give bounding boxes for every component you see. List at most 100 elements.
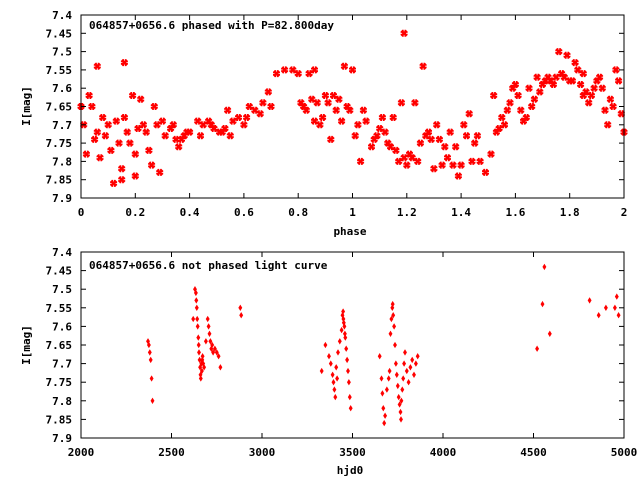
unphased-data-point [194,297,199,304]
unphased-data-point [195,316,200,322]
unphased-data-point [381,405,386,412]
unphased-data-point [328,360,333,367]
phased-y-axis-label: I[mag] [20,86,33,126]
unphased-x-axis-label: hjd0 [337,464,364,477]
phased-data-point [318,113,327,122]
phased-data-point [334,94,344,104]
phased-y-tick-label: 7.4 [52,9,72,22]
phased-y-tick-label: 7.75 [46,137,73,150]
phased-data-point [82,149,91,159]
phased-data-point [122,127,132,137]
unphased-data-point [319,368,324,374]
unphased-data-point [323,342,328,348]
unphased-data-point [604,304,608,311]
phased-data-point [489,91,499,100]
unphased-x-tick-label: 5000 [611,446,638,459]
unphased-data-point [382,420,387,427]
unphased-data-point [149,375,154,382]
unphased-data-point [347,394,352,401]
phased-data-point [388,113,398,122]
phased-data-point [413,157,423,166]
unphased-y-tick-label: 7.9 [52,432,72,445]
phased-data-point [280,65,289,75]
phased-data-point [437,160,447,170]
phased-data-point [125,138,135,148]
phased-data-point [340,61,349,71]
phased-data-point [380,127,390,137]
unphased-data-point [613,304,617,311]
unphased-data-point [404,368,409,374]
unphased-data-point [339,327,344,334]
unphased-data-point [406,379,411,386]
phased-data-point [378,113,387,122]
unphased-data-point [547,330,552,337]
phased-data-point [435,135,444,144]
phased-points [76,28,629,188]
unphased-data-point [198,375,203,382]
phased-data-point [331,105,341,115]
phased-data-point [576,80,585,89]
phased-data-point [359,105,368,115]
unphased-data-point [392,323,397,330]
phased-data-point [353,120,363,130]
phased-data-point [432,120,442,130]
unphased-y-tick-label: 7.45 [46,265,73,278]
phased-data-point [402,160,412,170]
unphased-data-point [335,375,340,382]
phased-y-tick-label: 7.8 [52,155,72,168]
phased-data-point [397,98,406,108]
phased-y-tick-label: 7.65 [46,101,73,114]
phased-data-point [467,157,477,166]
unphased-data-point [614,293,619,300]
phased-data-point [117,175,126,184]
unphased-y-tick-label: 7.8 [52,395,72,408]
unphased-y-tick-label: 7.5 [52,283,72,296]
phased-data-point [120,113,129,122]
phased-data-point [367,142,376,152]
phased-data-point [136,94,145,104]
phased-data-point [614,76,623,86]
unphased-data-point [377,353,382,360]
phased-data-point [337,116,346,126]
phased-data-point [223,105,232,115]
unphased-data-point [332,386,337,393]
unphased-data-point [398,409,403,415]
unphased-data-point [346,368,350,374]
unphased-data-point [205,316,210,322]
phased-data-point [426,135,436,144]
phased-data-point [226,131,235,141]
phased-data-point [443,153,452,162]
unphased-y-ticks: 7.4 7.45 7.5 7.55 7.6 7.65 7.7 7.75 7.8 7.85 7.9 [46,246,624,445]
phased-data-point [361,116,371,126]
phased-data-point [445,127,455,137]
phased-data-point [144,146,154,155]
phased-data-point [603,120,613,130]
phased-data-point [266,102,276,111]
phased-data-point [103,120,113,130]
phased-data-point [95,153,105,162]
phased-data-point [293,69,303,78]
phased-data-point [589,83,599,93]
phased-data-point [451,142,461,152]
unphased-data-point [402,360,407,367]
phased-data-point [139,120,148,130]
phased-data-point [84,91,94,100]
phased-x-axis-label: phase [333,225,366,238]
unphased-data-point [206,323,211,330]
unphased-data-point [413,360,418,367]
phased-data-point [429,164,439,173]
unphased-panel: 7.4 7.45 7.5 7.55 7.6 7.65 7.7 7.75 7.8 7.85 7.9 2… [20,246,637,477]
phased-data-point [527,102,537,111]
phased-data-point [326,135,336,144]
phased-panel: 7.4 7.45 7.5 7.55 7.6 7.65 7.7 7.75 7.8 7.85 7.9 0… [20,9,629,238]
phased-data-point [114,138,124,148]
unphased-data-point [616,312,621,319]
unphased-data-point [412,371,416,378]
phased-data-point [475,157,485,166]
unphased-data-point [147,349,152,356]
phased-data-point [87,102,97,111]
phased-data-point [315,120,325,130]
unphased-data-point [334,364,339,371]
unphased-data-point [540,301,545,308]
